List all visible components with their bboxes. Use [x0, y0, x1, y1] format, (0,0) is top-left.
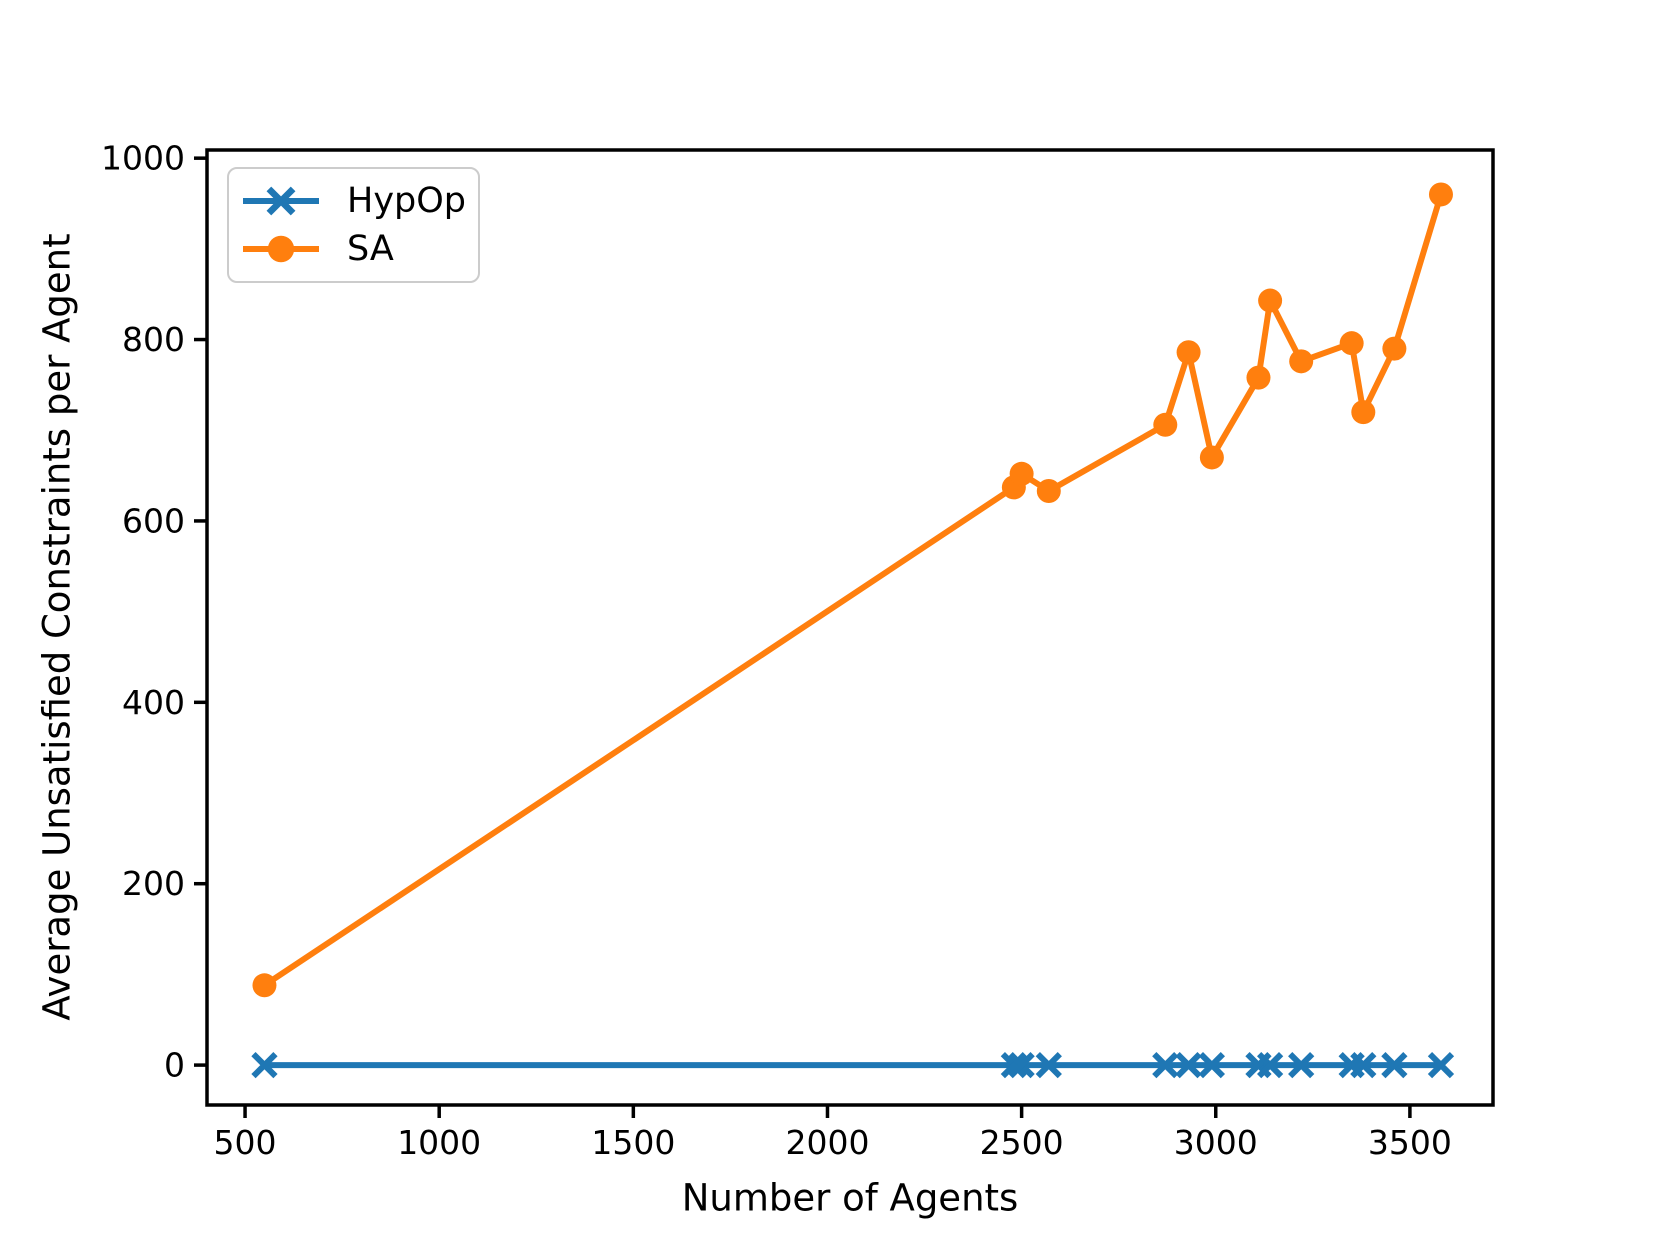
x-marker	[1427, 1051, 1455, 1079]
x-marker	[251, 1051, 278, 1079]
circle-marker	[1009, 461, 1034, 486]
circle-marker	[1428, 182, 1453, 207]
x-marker	[266, 186, 296, 216]
sa-line-sample-icon	[241, 229, 321, 269]
x-marker	[1000, 1051, 1027, 1079]
x-marker	[1175, 1051, 1202, 1079]
x-tick-label: 2500	[980, 1123, 1064, 1162]
legend-label-hypop: HypOp	[347, 181, 467, 221]
circle-marker	[1176, 340, 1201, 365]
x-marker	[1257, 1051, 1284, 1079]
y-tick-label: 0	[164, 1046, 185, 1085]
x-tick-label: 3000	[1174, 1123, 1258, 1162]
x-tick-label: 1500	[591, 1123, 675, 1162]
x-marker	[1350, 1051, 1377, 1079]
legend: HypOp SA	[227, 167, 480, 283]
x-marker	[1035, 1051, 1062, 1079]
y-tick-label: 400	[122, 683, 185, 722]
x-tick-label: 2000	[785, 1123, 869, 1162]
legend-entry-sa: SA	[241, 229, 468, 269]
x-axis-label: Number of Agents	[681, 1176, 1019, 1220]
circle-marker	[1199, 445, 1224, 470]
y-tick-label: 200	[122, 864, 185, 903]
circle-marker	[267, 235, 295, 263]
x-marker	[1381, 1051, 1408, 1079]
legend-sample-line	[243, 186, 319, 216]
series-hypop	[251, 1051, 1455, 1079]
circle-marker	[1339, 331, 1364, 356]
x-tick-label: 500	[214, 1123, 277, 1162]
y-tick-label: 600	[122, 501, 185, 540]
circle-marker	[1351, 400, 1376, 425]
circle-marker	[1382, 336, 1407, 361]
x-marker	[1198, 1051, 1226, 1079]
legend-label-sa: SA	[347, 229, 394, 269]
x-marker	[1008, 1051, 1035, 1079]
x-tick-label: 3500	[1368, 1123, 1452, 1162]
series-line-sa	[262, 193, 1444, 988]
circle-marker	[1289, 349, 1314, 374]
x-marker	[1288, 1051, 1315, 1079]
series-sa	[252, 182, 1453, 998]
y-axis-label: Average Unsatisfied Constraints per Agen…	[35, 233, 79, 1021]
x-tick-label: 1000	[397, 1123, 481, 1162]
y-tick-label: 800	[122, 320, 185, 359]
circle-marker	[252, 973, 277, 998]
circle-marker	[1258, 288, 1283, 313]
hypop-line-sample-icon	[241, 181, 321, 221]
legend-sample-line	[243, 235, 319, 263]
y-tick-label: 1000	[101, 139, 185, 178]
circle-marker	[1246, 365, 1271, 390]
x-marker	[1152, 1051, 1179, 1079]
plot-border	[205, 148, 1495, 1107]
legend-entry-hypop: HypOp	[241, 181, 468, 221]
circle-marker	[1153, 412, 1178, 437]
circle-marker	[1036, 479, 1061, 504]
